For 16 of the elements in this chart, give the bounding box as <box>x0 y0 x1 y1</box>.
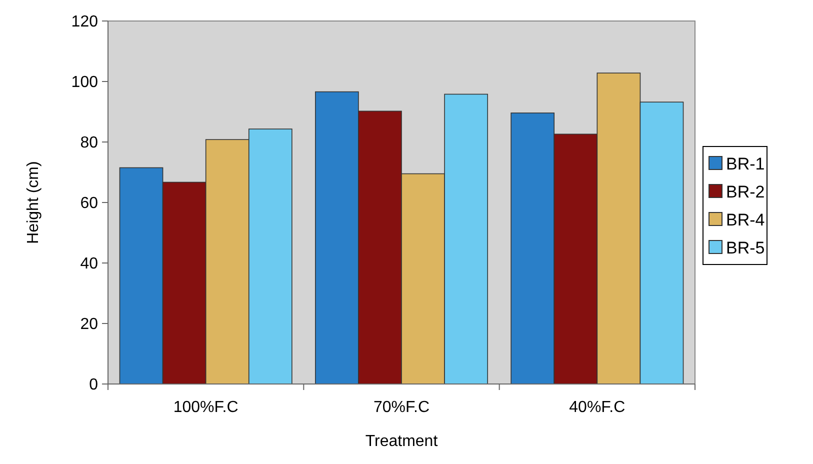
y-tick-label: 20 <box>80 316 98 334</box>
x-tick-label: 100%F.C <box>173 399 238 416</box>
y-axis-title: Height (cm) <box>25 161 42 244</box>
legend-label: BR-1 <box>726 154 765 174</box>
y-tick-label: 60 <box>80 195 98 212</box>
legend-label: BR-2 <box>726 182 765 202</box>
x-tick-label: 70%F.C <box>373 399 430 416</box>
y-tick-label: 100 <box>71 74 98 92</box>
y-tick-label: 80 <box>80 134 98 152</box>
y-tick-label: 0 <box>89 376 98 394</box>
legend-label: BR-5 <box>726 238 765 258</box>
x-tick-label: 40%F.C <box>569 399 626 416</box>
y-tick-label: 120 <box>71 14 98 31</box>
legend-label: BR-4 <box>726 210 765 230</box>
y-tick-label: 40 <box>80 256 98 273</box>
x-axis-title: Treatment <box>365 433 438 450</box>
